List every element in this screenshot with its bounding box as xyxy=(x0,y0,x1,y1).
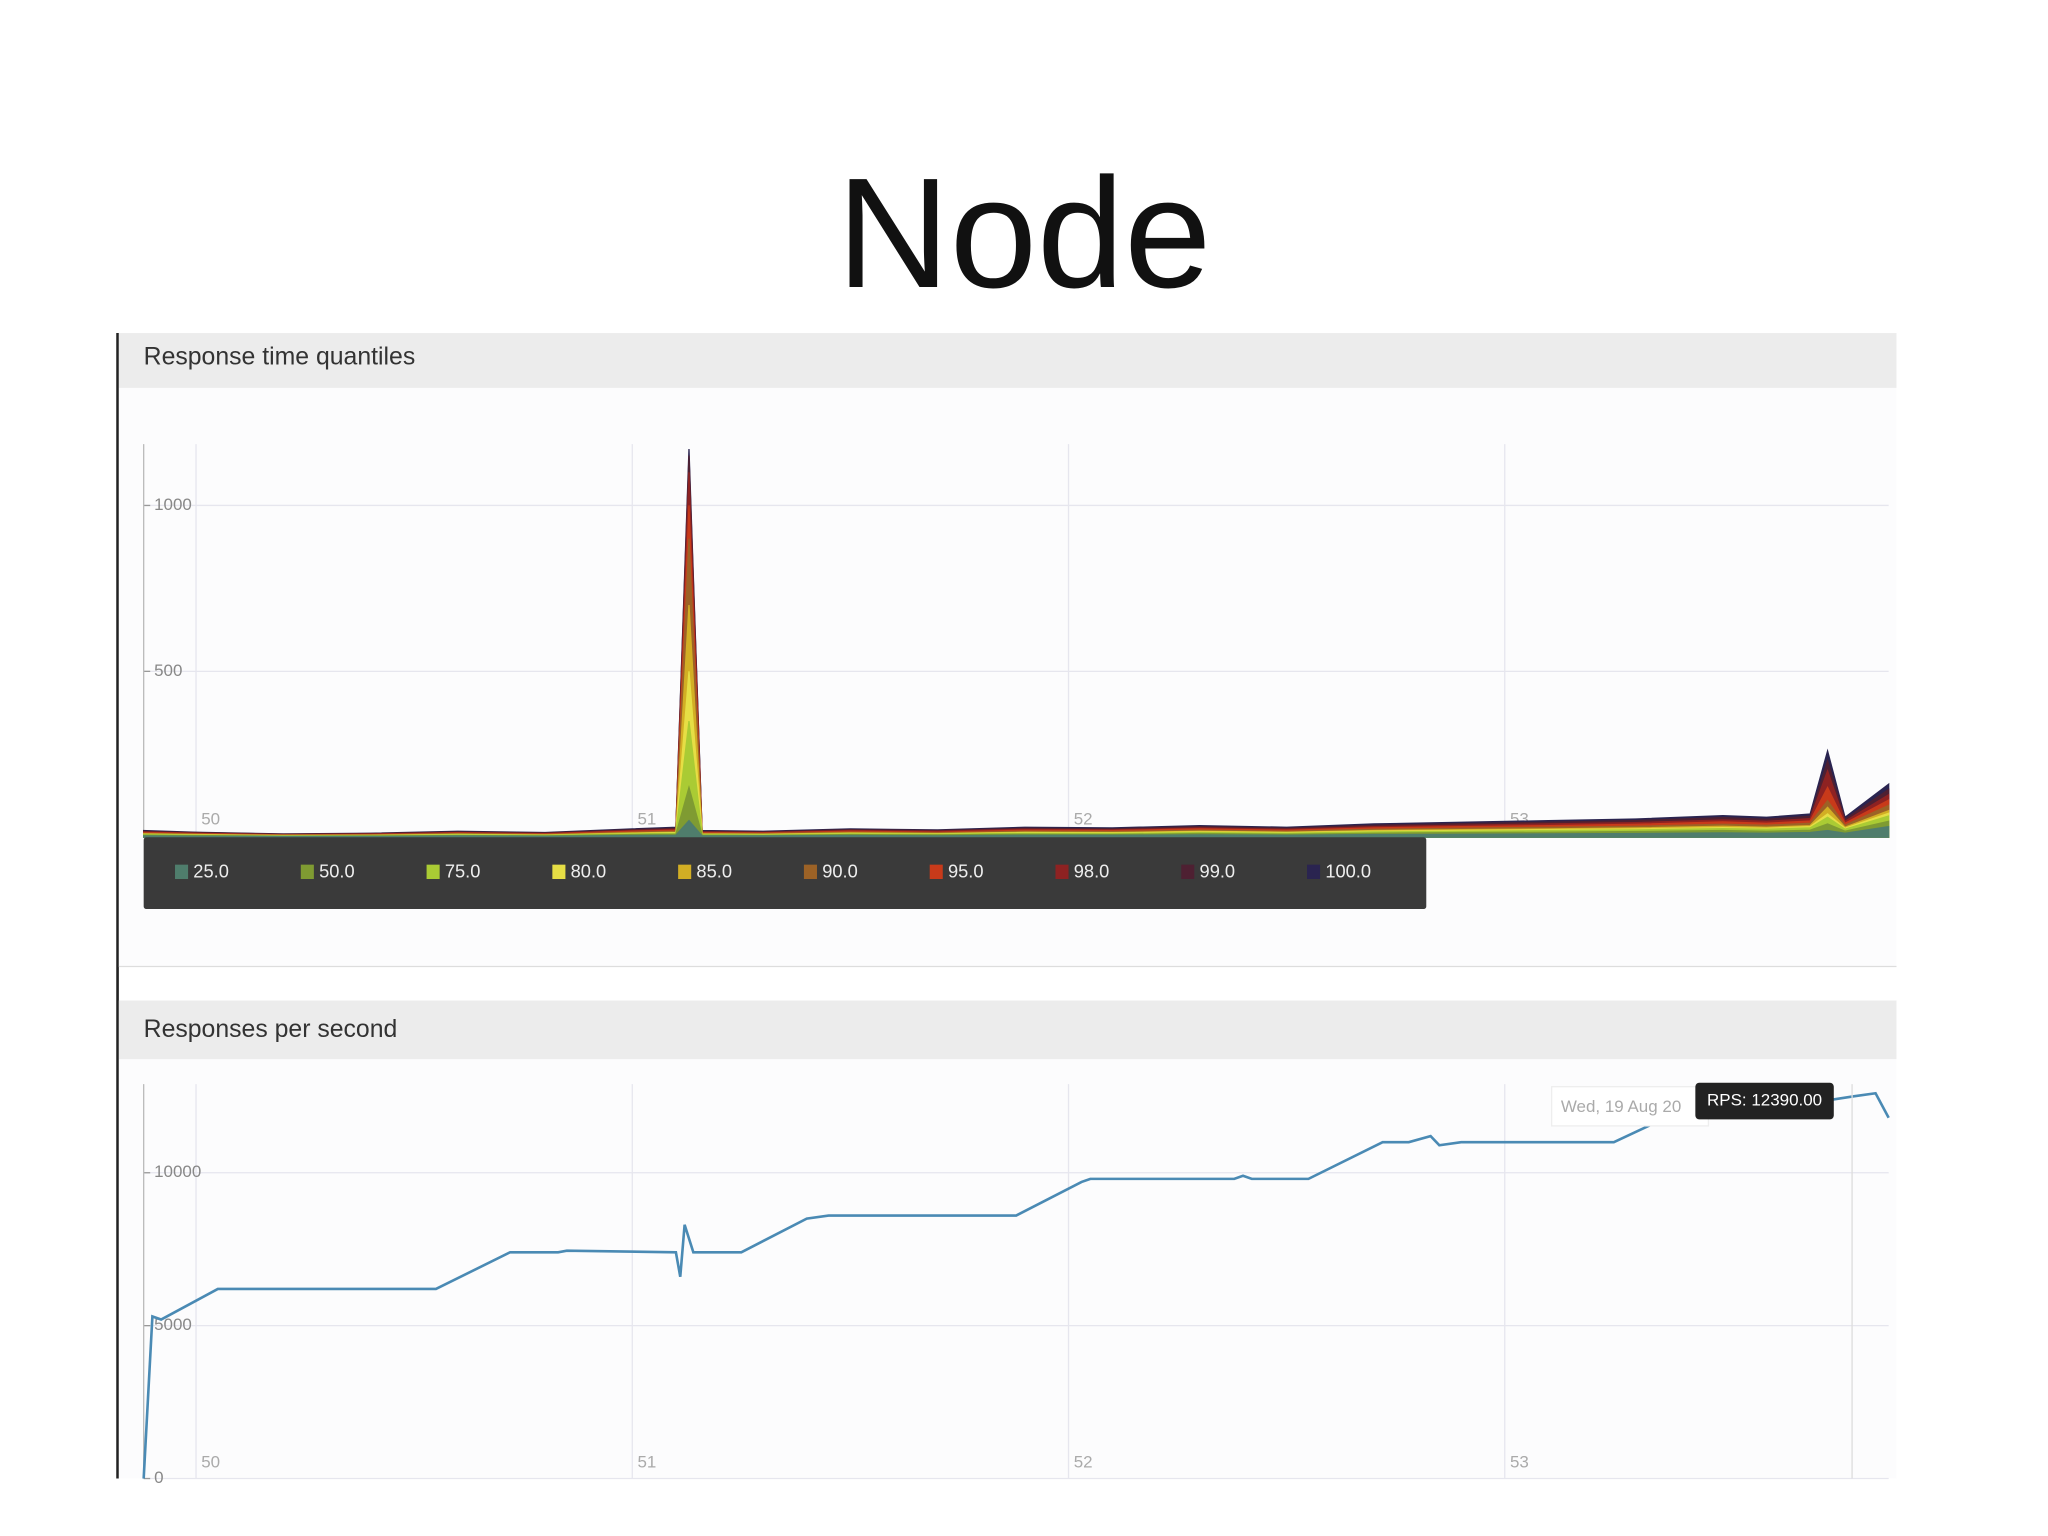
tooltip-date: Wed, 19 Aug 20 xyxy=(1561,1097,1681,1116)
legend-swatch xyxy=(552,864,566,880)
legend-swatch xyxy=(426,864,440,880)
legend-label: 75.0 xyxy=(445,860,481,881)
legend-label: 50.0 xyxy=(319,860,355,881)
x-tick-label: 50 xyxy=(201,1452,220,1471)
legend-label: 95.0 xyxy=(948,860,984,881)
x-tick-label: 51 xyxy=(637,810,656,829)
legend-swatch xyxy=(1307,864,1321,880)
area xyxy=(143,819,1890,838)
y-tick-label: 500 xyxy=(154,661,182,680)
tooltip-box xyxy=(1695,1082,1834,1120)
legend-swatch xyxy=(929,864,943,880)
legend-swatch xyxy=(1181,864,1195,880)
x-tick-label: 52 xyxy=(1074,1452,1093,1471)
slide-title: Node xyxy=(837,146,1212,321)
legend-label: 80.0 xyxy=(571,860,607,881)
y-tick-label: 10000 xyxy=(154,1162,201,1181)
legend-label: 98.0 xyxy=(1074,860,1110,881)
y-tick-label: 0 xyxy=(154,1468,163,1487)
panel-header xyxy=(118,333,1897,388)
legend-swatch xyxy=(678,864,692,880)
legend-label: 85.0 xyxy=(696,860,732,881)
x-tick-label: 53 xyxy=(1510,1452,1529,1471)
legend-label: 99.0 xyxy=(1200,860,1236,881)
x-tick-label: 50 xyxy=(201,810,220,829)
panel-header xyxy=(118,1000,1897,1060)
tooltip-text: RPS: 12390.00 xyxy=(1707,1091,1822,1110)
legend-swatch xyxy=(1055,864,1069,880)
panel-body xyxy=(118,1059,1897,1479)
panel-title: Responses per second xyxy=(144,1016,398,1043)
legend-label: 90.0 xyxy=(822,860,858,881)
panel-title: Response time quantiles xyxy=(144,343,416,370)
legend-swatch xyxy=(803,864,817,880)
legend-swatch xyxy=(175,864,189,880)
x-tick-label: 51 xyxy=(637,1452,656,1471)
legend-swatch xyxy=(300,864,314,880)
legend xyxy=(143,837,1427,910)
legend-label: 25.0 xyxy=(193,860,229,881)
y-tick-label: 1000 xyxy=(154,495,192,514)
y-tick-label: 5000 xyxy=(154,1315,192,1334)
x-tick-label: 52 xyxy=(1074,810,1093,829)
legend-label: 100.0 xyxy=(1325,860,1371,881)
